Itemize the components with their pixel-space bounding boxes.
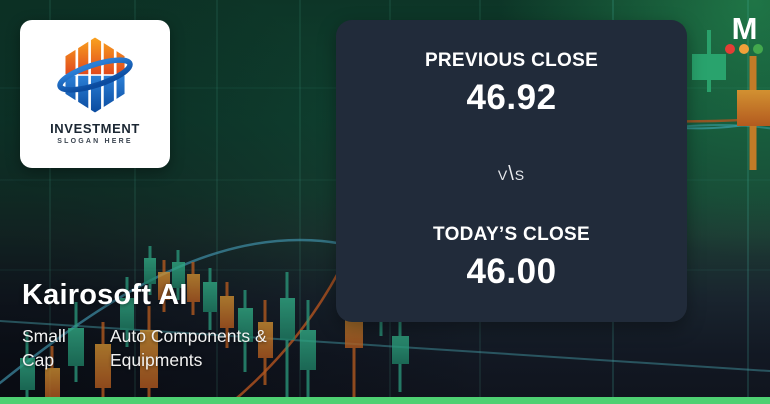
investment-logo-slogan: SLOGAN HERE — [57, 138, 133, 145]
mint-logo-dots — [725, 44, 763, 54]
todays-close-value: 46.00 — [466, 252, 557, 291]
mint-dot-green — [753, 44, 763, 54]
close-comparison-card: PREVIOUS CLOSE 46.92 v\s TODAY’S CLOSE 4… — [336, 20, 687, 322]
todays-close-label: TODAY’S CLOSE — [433, 224, 590, 245]
bottom-accent-bar — [0, 397, 770, 404]
investment-logo-icon — [57, 37, 133, 113]
mint-dot-orange — [739, 44, 749, 54]
investment-logo-card: INVESTMENT SLOGAN HERE — [20, 20, 170, 168]
mint-logo-letter: M — [731, 11, 758, 46]
previous-close-value: 46.92 — [466, 78, 557, 117]
stock-name: Kairosoft AI — [22, 279, 188, 311]
stock-info: Kairosoft AI Small Cap Auto Components &… — [22, 279, 342, 372]
mint-logo: M — [725, 11, 763, 54]
vs-divider: v\s — [497, 163, 526, 185]
stock-market-cap: Small Cap — [22, 326, 66, 370]
mint-dot-red — [725, 44, 735, 54]
stock-meta: Small Cap Auto Components & Equipments — [22, 325, 342, 372]
investment-logo-title: INVESTMENT — [50, 121, 140, 136]
stock-sector: Auto Components & Equipments — [110, 326, 267, 370]
previous-close-label: PREVIOUS CLOSE — [424, 50, 599, 71]
